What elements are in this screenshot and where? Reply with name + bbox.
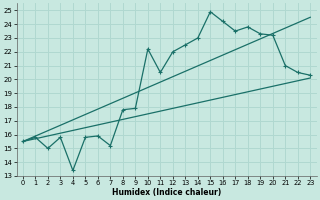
X-axis label: Humidex (Indice chaleur): Humidex (Indice chaleur) [112,188,221,197]
